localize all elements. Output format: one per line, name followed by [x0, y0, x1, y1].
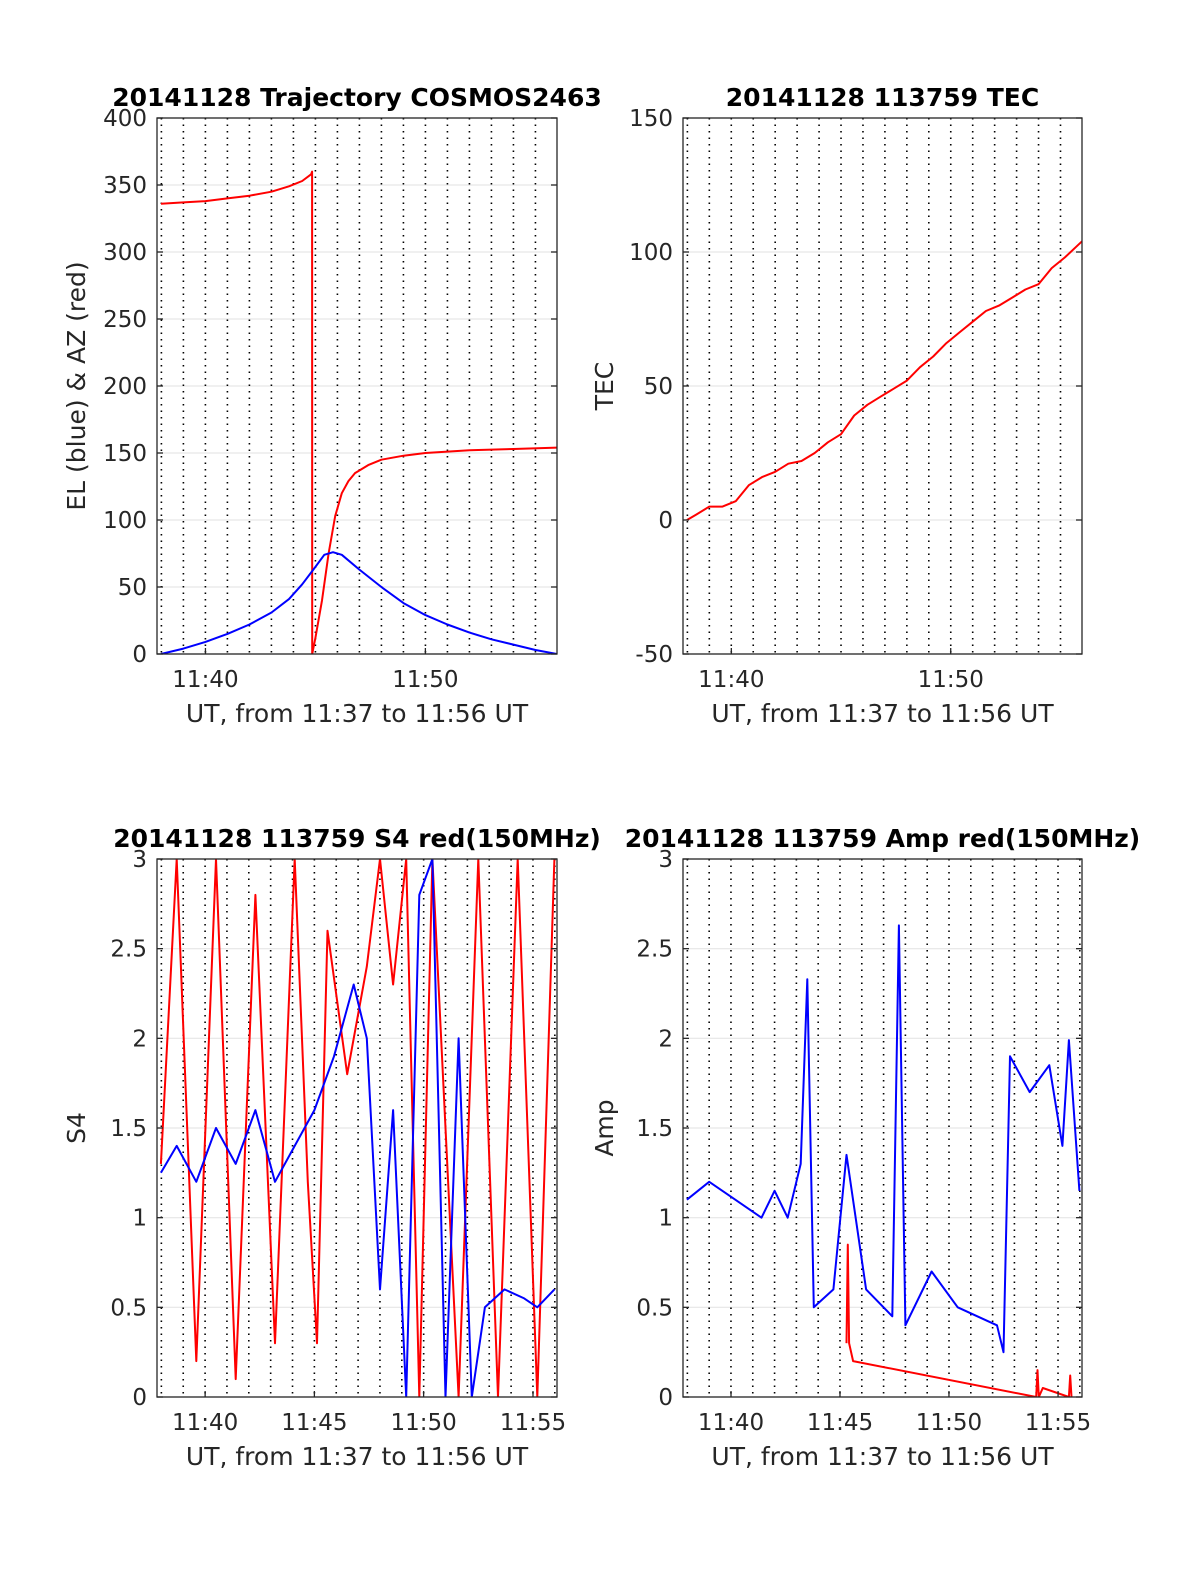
trajectory-ytick-label: 250	[103, 307, 147, 333]
s4-panel: 0 0.5 1 1.5 2 2.5 3 11:40 11:45 11:50 11:55 2014112…	[62, 824, 601, 1471]
s4-ytick-label: 2.5	[110, 937, 147, 963]
trajectory-ytick-label: 200	[103, 374, 147, 400]
amp-ytick-label: 2.5	[636, 937, 673, 963]
amp-series-1	[686, 924, 1081, 1354]
amp-title: 20141128 113759 Amp red(150MHz)	[625, 824, 1141, 853]
trajectory-xtick-label: 11:50	[392, 667, 458, 693]
s4-ytick-label: 2	[132, 1026, 147, 1052]
trajectory-ytick-label: 0	[132, 642, 147, 668]
amp-ytick-label: 0	[658, 1385, 673, 1411]
s4-ytick-label: 1.5	[110, 1116, 147, 1142]
trajectory-ytick-label: 400	[103, 106, 147, 132]
trajectory-ytick-label: 350	[103, 173, 147, 199]
tec-ytick-label: 150	[629, 106, 673, 132]
trajectory-series-0	[160, 170, 557, 654]
s4-series-0	[159, 859, 556, 1397]
trajectory-series-1	[160, 551, 557, 654]
s4-xtick-label: 11:40	[172, 1410, 238, 1436]
trajectory-ytick-label: 100	[103, 508, 147, 534]
trajectory-ytick-label: 50	[118, 575, 147, 601]
tec-xtick-label: 11:40	[698, 667, 764, 693]
tec-ylabel: TEC	[590, 362, 619, 412]
amp-ytick-label: 2	[658, 1026, 673, 1052]
trajectory-ytick-label: 150	[103, 441, 147, 467]
tec-title: 20141128 113759 TEC	[726, 83, 1039, 112]
amp-ylabel: Amp	[590, 1099, 619, 1156]
tec-ytick-label: 100	[629, 240, 673, 266]
s4-ytick-label: 1	[132, 1206, 147, 1232]
amp-xtick-label: 11:40	[698, 1410, 764, 1436]
s4-ytick-label: 0	[132, 1385, 147, 1411]
s4-ylabel: S4	[62, 1112, 91, 1144]
s4-xtick-label: 11:50	[390, 1410, 456, 1436]
trajectory-ytick-label: 300	[103, 240, 147, 266]
trajectory-ylabel: EL (blue) & AZ (red)	[62, 261, 91, 510]
tec-panel: -50 0 50 100 150 11:40 11:50 20141128 113759 TE…	[590, 83, 1083, 728]
amp-xtick-label: 11:55	[1025, 1410, 1091, 1436]
amp-xlabel: UT, from 11:37 to 11:56 UT	[711, 1442, 1054, 1471]
amp-ytick-label: 1.5	[636, 1116, 673, 1142]
s4-ytick-label: 3	[132, 847, 147, 873]
amp-ytick-label: 1	[658, 1206, 673, 1232]
s4-series-1	[160, 859, 556, 1397]
s4-title: 20141128 113759 S4 red(150MHz)	[113, 824, 601, 853]
tec-ytick-label: 50	[644, 374, 673, 400]
amp-xtick-label: 11:45	[807, 1410, 873, 1436]
amp-panel: 0 0.5 1 1.5 2 2.5 3 11:40 11:45 11:50 11:55 2014112…	[590, 824, 1140, 1471]
trajectory-xlabel: UT, from 11:37 to 11:56 UT	[186, 699, 529, 728]
amp-xtick-label: 11:50	[916, 1410, 982, 1436]
trajectory-title: 20141128 Trajectory COSMOS2463	[112, 83, 602, 112]
s4-xtick-label: 11:45	[281, 1410, 347, 1436]
tec-ytick-label: 0	[658, 508, 673, 534]
s4-xtick-label: 11:55	[500, 1410, 566, 1436]
trajectory-xtick-label: 11:40	[172, 667, 238, 693]
amp-ytick-label: 3	[658, 847, 673, 873]
tec-series-0	[686, 240, 1082, 521]
tec-ytick-label: -50	[635, 642, 673, 668]
s4-xlabel: UT, from 11:37 to 11:56 UT	[186, 1442, 529, 1471]
amp-ytick-label: 0.5	[636, 1295, 673, 1321]
tec-xlabel: UT, from 11:37 to 11:56 UT	[711, 699, 1054, 728]
s4-ytick-label: 0.5	[110, 1295, 147, 1321]
trajectory-panel: 0 50 100 150 200 250 300 350 400 11:40 11:50 201411…	[62, 83, 602, 728]
amp-series-0	[845, 1243, 1073, 1397]
tec-xtick-label: 11:50	[918, 667, 984, 693]
